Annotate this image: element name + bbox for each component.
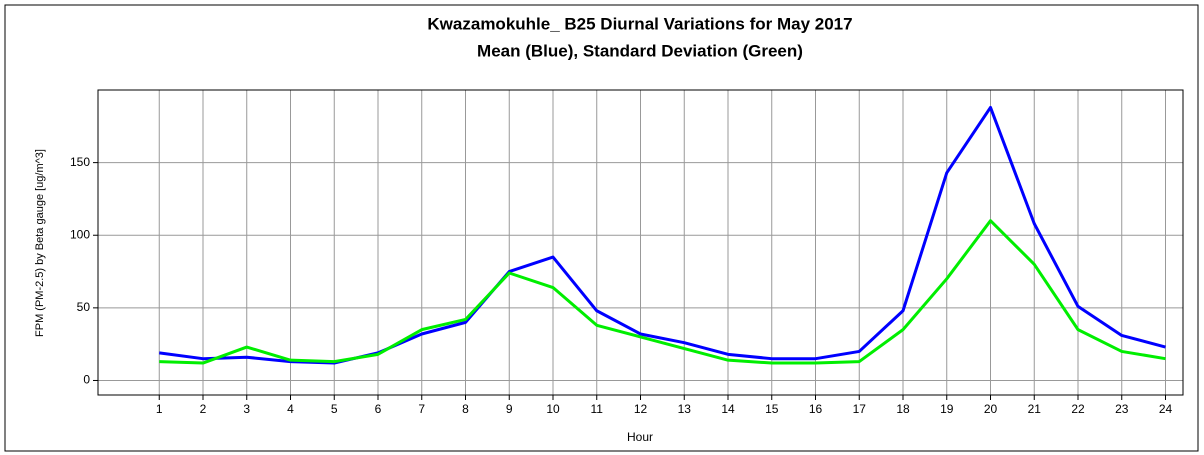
x-tick-label: 13 bbox=[678, 402, 692, 416]
x-tick-label: 18 bbox=[896, 402, 910, 416]
x-tick-label: 10 bbox=[546, 402, 560, 416]
x-tick-label: 3 bbox=[243, 402, 250, 416]
x-tick-label: 21 bbox=[1028, 402, 1042, 416]
x-tick-label: 11 bbox=[591, 402, 604, 416]
x-tick-label: 2 bbox=[200, 402, 207, 416]
y-tick-label: 0 bbox=[83, 373, 90, 387]
x-tick-label: 22 bbox=[1071, 402, 1085, 416]
x-tick-label: 23 bbox=[1115, 402, 1129, 416]
x-tick-label: 7 bbox=[418, 402, 425, 416]
frame bbox=[4, 4, 1199, 452]
x-tick-label: 1 bbox=[156, 402, 163, 416]
x-tick-label: 6 bbox=[375, 402, 382, 416]
x-tick-label: 4 bbox=[287, 402, 294, 416]
chart-subtitle: Mean (Blue), Standard Deviation (Green) bbox=[477, 41, 803, 60]
chart-title: Kwazamokuhle_ B25 Diurnal Variations for… bbox=[427, 14, 852, 33]
x-tick-label: 20 bbox=[984, 402, 998, 416]
x-axis-label: Hour bbox=[627, 430, 653, 444]
y-tick-label: 50 bbox=[77, 300, 91, 314]
y-tick-label: 150 bbox=[70, 155, 90, 169]
series-line bbox=[159, 219, 1166, 365]
x-tick-label: 17 bbox=[853, 402, 867, 416]
x-tick-label: 9 bbox=[506, 402, 513, 416]
y-tick-label: 100 bbox=[70, 227, 90, 241]
plot-area bbox=[97, 89, 1184, 396]
x-tick-label: 16 bbox=[809, 402, 823, 416]
y-axis-label: FPM (PM-2.5) by Beta gauge [ug/m^3] bbox=[34, 149, 46, 337]
x-tick-label: 15 bbox=[765, 402, 779, 416]
x-tick-label: 12 bbox=[634, 402, 648, 416]
x-tick-label: 19 bbox=[940, 402, 954, 416]
x-tick-label: 8 bbox=[462, 402, 469, 416]
x-tick-label: 24 bbox=[1159, 402, 1173, 416]
x-tick-label: 5 bbox=[331, 402, 338, 416]
x-tick-label: 14 bbox=[721, 402, 735, 416]
